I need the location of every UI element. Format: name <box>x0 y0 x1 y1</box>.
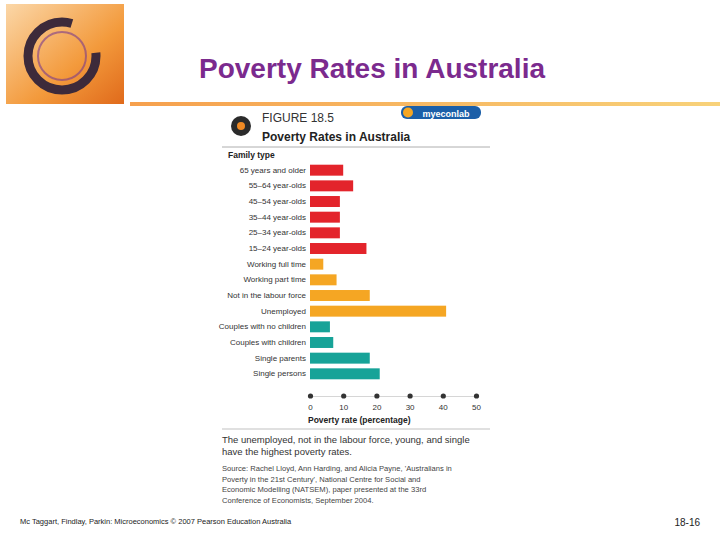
figure-icon <box>231 116 251 136</box>
x-tick: 50 <box>472 393 481 411</box>
x-tick: 40 <box>439 393 448 411</box>
bar <box>310 227 340 238</box>
x-tick-dot <box>441 393 446 398</box>
title-rule <box>130 102 720 106</box>
bar <box>310 368 380 379</box>
y-tick-label: Couples with children <box>230 338 306 347</box>
bars <box>310 165 446 380</box>
y-tick: Couples with children <box>230 338 309 347</box>
y-tick: 35–44 year-olds <box>249 213 309 222</box>
bar <box>310 180 353 191</box>
figure-header: FIGURE 18.5 Poverty Rates in Australia mye… <box>222 106 490 147</box>
slide-title: Poverty Rates in Australia <box>199 53 545 84</box>
y-tick: Working part time <box>243 275 309 284</box>
y-tick: Couples with no children <box>219 322 309 331</box>
y-tick: Not in the labour force <box>227 291 309 300</box>
caption-rule <box>222 429 490 430</box>
caption: The unemployed, not in the labour force,… <box>222 434 470 445</box>
slide: Poverty Rates in Australia FIGURE 18.5 Pov… <box>0 0 720 540</box>
caption: have the highest poverty rates. <box>222 446 352 457</box>
x-tick: 30 <box>406 393 415 411</box>
y-tick-label: Unemployed <box>261 307 306 316</box>
x-tick: 20 <box>372 393 381 411</box>
y-tick: 45–54 year-olds <box>249 197 309 206</box>
x-tick: 10 <box>339 393 348 411</box>
y-tick: 25–34 year-olds <box>249 228 309 237</box>
bar <box>310 212 340 223</box>
figure-label: FIGURE 18.5 <box>262 111 334 125</box>
y-axis: 65 years and older 55–64 year-olds 45–54 y… <box>219 166 309 379</box>
source: Poverty in the 21st Century', National C… <box>222 475 421 484</box>
bar <box>310 165 343 176</box>
y-tick: Unemployed <box>261 307 309 316</box>
y-tick: Working full time <box>247 260 309 269</box>
bar <box>310 274 337 285</box>
bar <box>310 306 446 317</box>
x-axis-line <box>311 396 477 397</box>
y-tick-label: Couples with no children <box>219 322 306 331</box>
bar <box>310 196 340 207</box>
figure-icon-dot <box>237 122 245 130</box>
bar <box>310 243 366 254</box>
x-tick-label: 30 <box>406 403 415 412</box>
badge-icon <box>403 108 413 118</box>
y-tick-label: 65 years and older <box>240 166 307 175</box>
source: Conference of Economists, September 2004… <box>222 496 374 505</box>
x-tick-dot <box>474 393 479 398</box>
bar <box>310 321 330 332</box>
source: Economic Modelling (NATSEM), paper prese… <box>222 485 426 494</box>
y-tick-label: 25–34 year-olds <box>249 228 306 237</box>
x-tick-label: 50 <box>472 403 481 412</box>
x-axis-title: Poverty rate (percentage) <box>308 415 411 425</box>
logo <box>6 4 124 104</box>
y-axis-title: Family type <box>228 150 275 160</box>
x-tick-dot <box>408 393 413 398</box>
x-tick-label: 0 <box>308 403 313 412</box>
x-tick-dot <box>374 393 379 398</box>
y-tick: 15–24 year-olds <box>249 244 309 253</box>
y-tick-label: 15–24 year-olds <box>249 244 306 253</box>
badge: myeconlab <box>422 109 470 119</box>
chart-title: Poverty Rates in Australia <box>262 130 411 144</box>
logo-ring <box>28 22 96 90</box>
bar <box>310 337 333 348</box>
bar <box>310 290 370 301</box>
header-rule <box>222 147 490 148</box>
footer: Mc Taggart, Findlay, Parkin: Microeconom… <box>20 517 292 526</box>
logo-ring-inner <box>38 32 86 80</box>
y-tick-label: 35–44 year-olds <box>249 213 306 222</box>
source: Source: Rachel Lloyd, Ann Harding, and A… <box>222 464 452 473</box>
logo-bg <box>6 4 124 104</box>
y-tick-label: Not in the labour force <box>227 291 306 300</box>
x-tick-label: 10 <box>339 403 348 412</box>
x-axis: 0 10 20 30 40 50 <box>308 393 482 411</box>
y-tick-label: Single persons <box>253 369 306 378</box>
x-tick-dot <box>308 393 313 398</box>
bar <box>310 259 323 270</box>
y-tick-label: Working part time <box>243 275 306 284</box>
y-tick-label: 55–64 year-olds <box>249 181 306 190</box>
badge-bg <box>401 106 481 119</box>
page-number: 18-16 <box>674 517 700 528</box>
y-tick: 65 years and older <box>240 166 309 175</box>
bar <box>310 353 370 364</box>
x-tick-label: 20 <box>372 403 381 412</box>
x-tick-dot <box>341 393 346 398</box>
y-tick-label: Working full time <box>247 260 307 269</box>
x-tick: 0 <box>308 393 313 411</box>
y-tick: Single persons <box>253 369 309 378</box>
y-tick: 55–64 year-olds <box>249 181 309 190</box>
y-tick-label: 45–54 year-olds <box>249 197 306 206</box>
y-tick: Single parents <box>255 354 309 363</box>
y-tick-label: Single parents <box>255 354 306 363</box>
x-tick-label: 40 <box>439 403 448 412</box>
